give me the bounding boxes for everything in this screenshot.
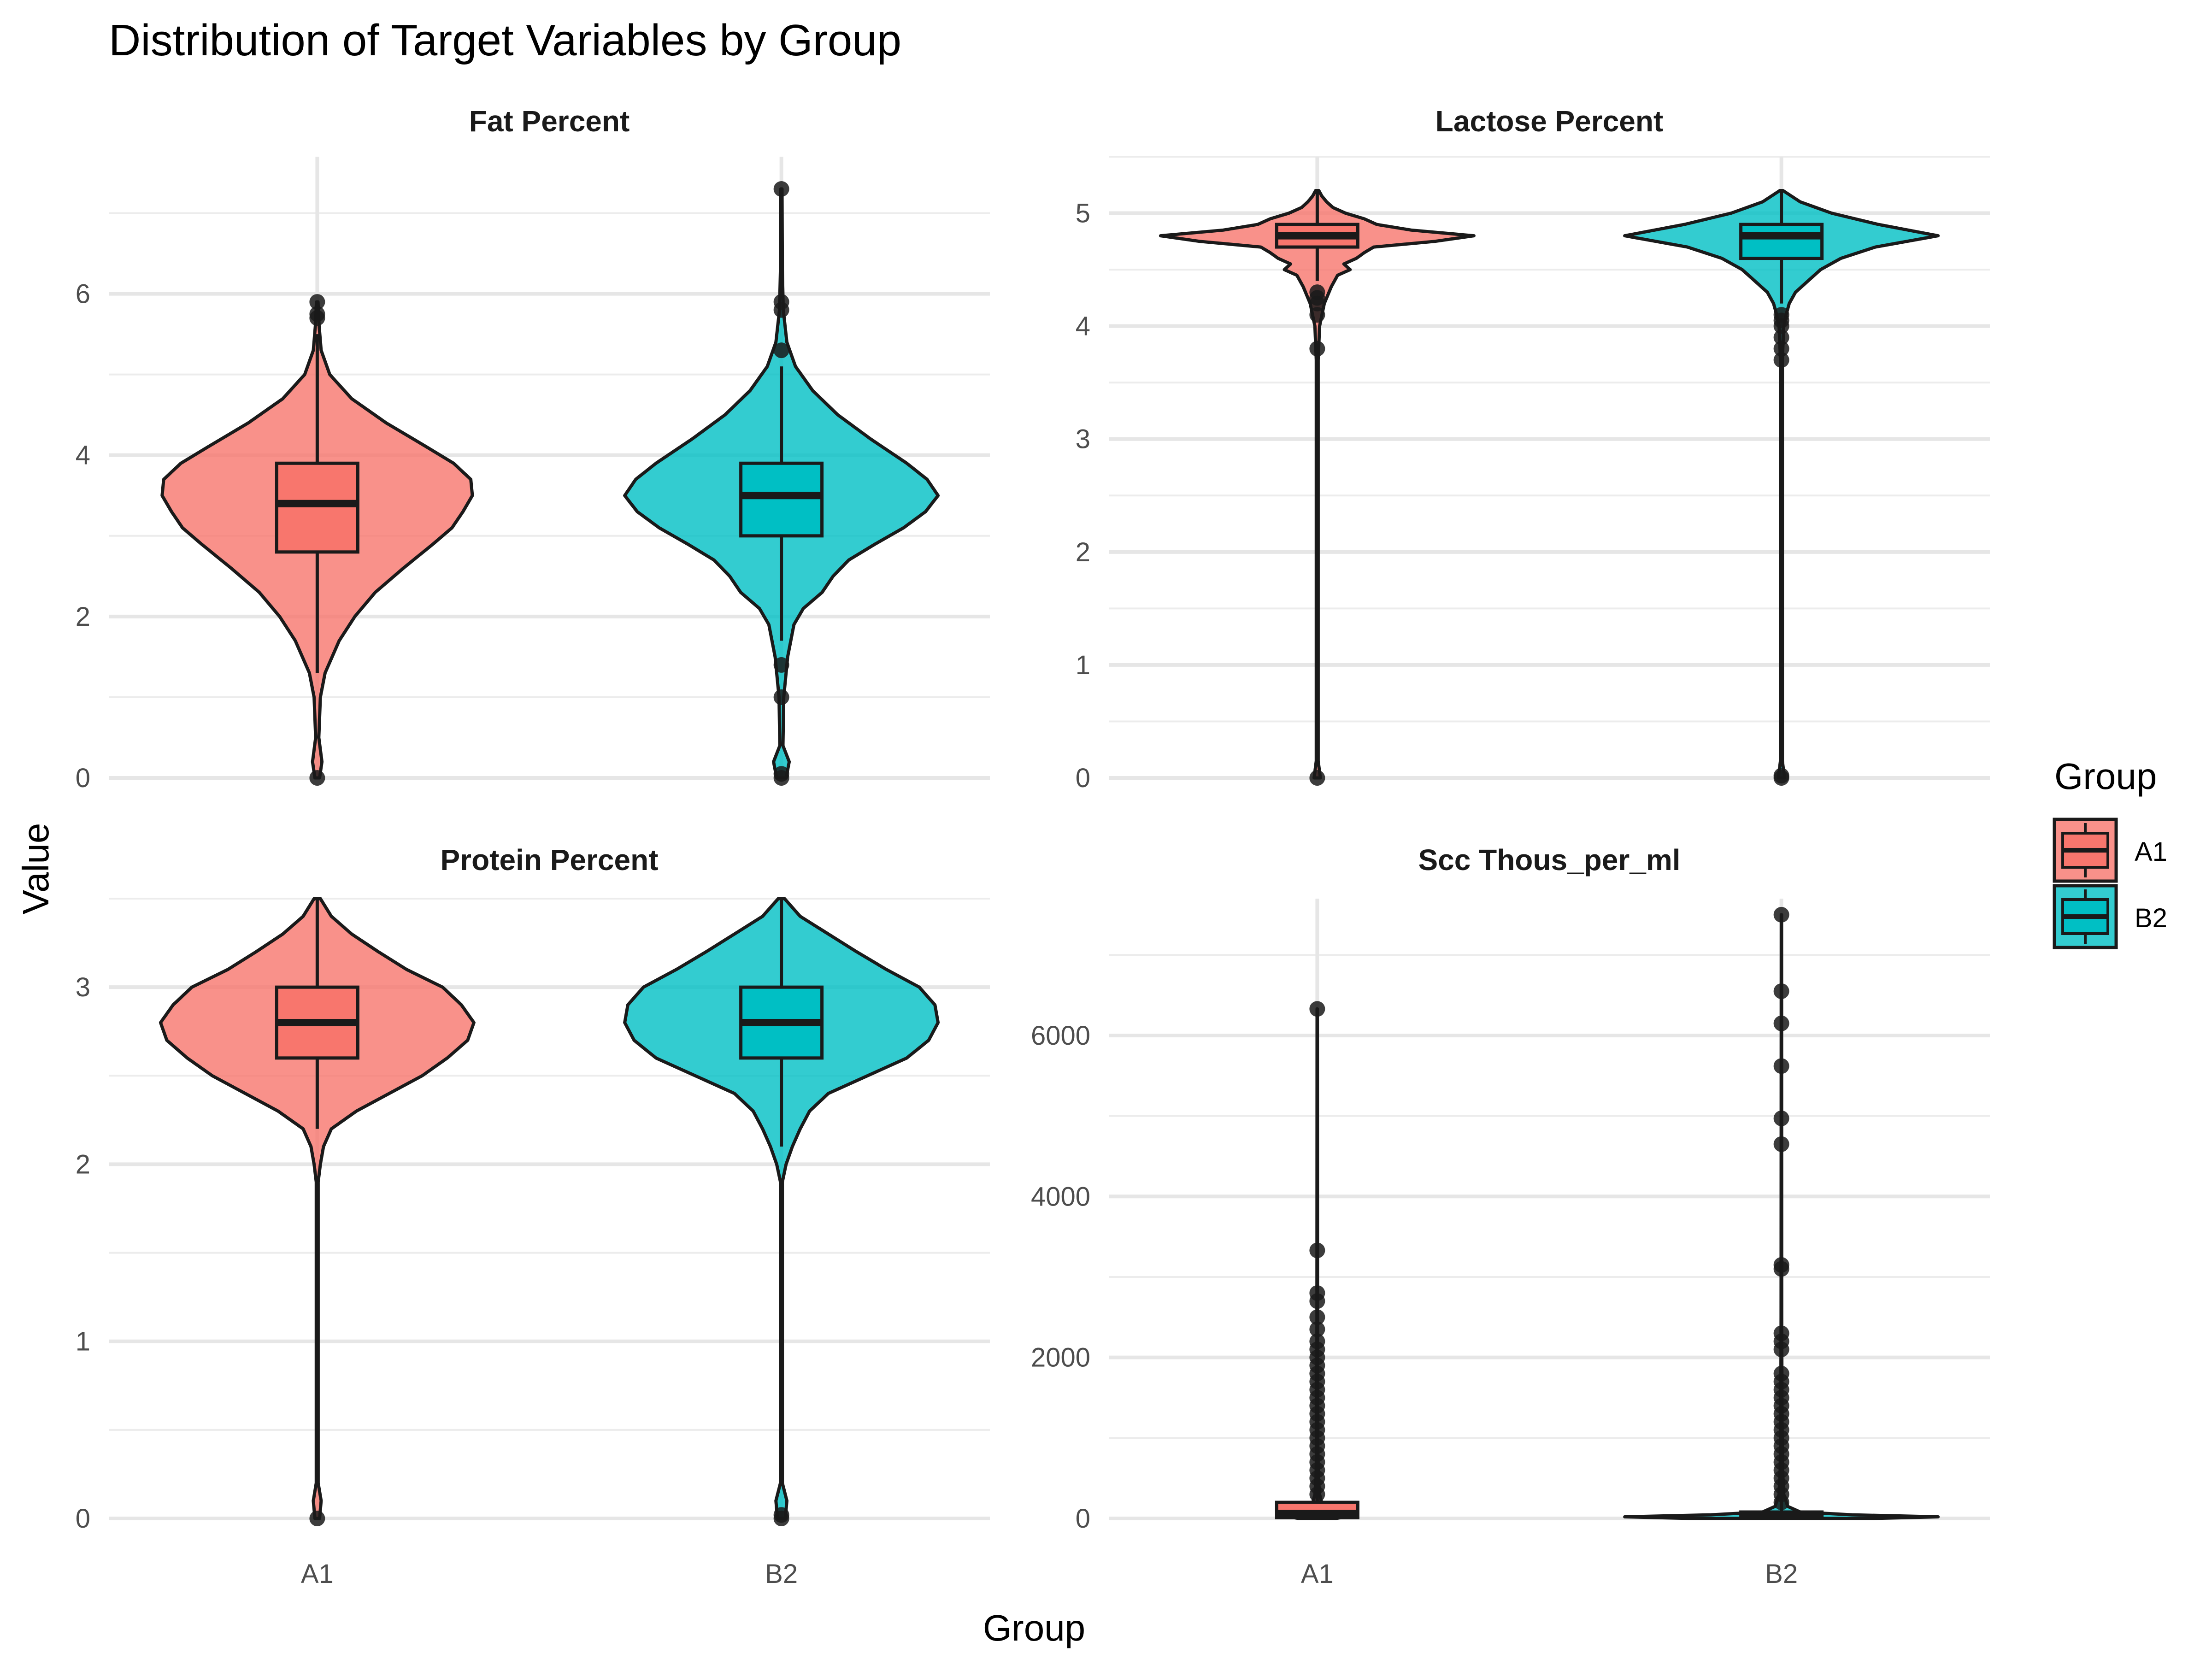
- outlier-point: [1309, 1309, 1325, 1325]
- outlier-point: [773, 181, 789, 197]
- violin-shape: [1159, 189, 1476, 780]
- y-tick-label: 4: [76, 441, 90, 471]
- outlier-point: [773, 766, 789, 782]
- violin-group: [623, 897, 940, 1526]
- outlier-point: [309, 1511, 325, 1526]
- outlier-point: [1773, 1365, 1789, 1382]
- outlier-point: [1309, 1001, 1325, 1017]
- y-tick-label: 3: [1076, 424, 1090, 454]
- violin-shape: [159, 897, 476, 1520]
- x-tick-label: B2: [1765, 1559, 1798, 1589]
- outlier-point: [1773, 341, 1789, 357]
- outlier-point: [1309, 1321, 1325, 1337]
- y-tick-label: 3: [76, 972, 90, 1002]
- outlier-point: [1309, 1242, 1325, 1259]
- outlier-point: [1773, 1257, 1789, 1273]
- chart-title: Distribution of Target Variables by Grou…: [109, 16, 901, 65]
- outlier-point: [1773, 1015, 1789, 1031]
- outlier-point: [1773, 1325, 1789, 1341]
- box-iqr: [739, 461, 824, 538]
- outlier-point: [773, 689, 789, 705]
- facet-title: Lactose Percent: [1435, 105, 1663, 138]
- outlier-point: [1309, 770, 1325, 786]
- outlier-point: [1773, 768, 1789, 784]
- legend-label: A1: [2135, 837, 2167, 867]
- facet-panel: Lactose Percent 0 1 2 3 4 5: [1076, 105, 1990, 793]
- legend: Group A1 B2: [2053, 756, 2167, 949]
- outlier-point: [309, 294, 325, 310]
- violin-group: [623, 181, 940, 786]
- y-axis-title: Value: [15, 823, 56, 915]
- outlier-point: [1773, 307, 1789, 323]
- outlier-point: [1309, 1333, 1325, 1349]
- y-tick-label: 6: [76, 279, 90, 309]
- outlier-point: [1773, 983, 1789, 999]
- y-tick-label: 2: [76, 1149, 90, 1179]
- facet-title: Scc Thous_per_ml: [1418, 843, 1680, 877]
- legend-item: A1: [2053, 818, 2167, 883]
- outlier-point: [773, 1507, 789, 1523]
- outlier-point: [773, 294, 789, 310]
- violin-shape: [623, 897, 940, 1520]
- y-tick-label: 1: [1076, 650, 1090, 680]
- outlier-point: [1309, 1285, 1325, 1301]
- facet-panel: Protein Percent 0 1 2 3 A1 B2: [76, 843, 990, 1589]
- violin-group: [1159, 189, 1476, 786]
- outlier-point: [1773, 906, 1789, 923]
- legend-title: Group: [2054, 756, 2157, 797]
- x-tick-label: B2: [765, 1559, 798, 1589]
- x-tick-label: A1: [1301, 1559, 1334, 1589]
- facet-title: Protein Percent: [440, 843, 658, 877]
- y-tick-label: 6000: [1031, 1021, 1090, 1051]
- violin-group: [159, 897, 476, 1526]
- outlier-point: [1309, 307, 1325, 323]
- facet-panel: Scc Thous_per_ml 0 2000 4000 6000 A1 B2: [1031, 843, 1990, 1589]
- violin-group: [1275, 1001, 1359, 1520]
- y-tick-label: 2000: [1031, 1343, 1090, 1373]
- legend-item: B2: [2053, 884, 2167, 949]
- box-iqr: [275, 461, 359, 554]
- y-tick-label: 0: [76, 763, 90, 793]
- outlier-point: [309, 306, 325, 322]
- outlier-point: [1309, 284, 1325, 300]
- outlier-point: [1773, 1110, 1789, 1126]
- box-iqr: [1739, 223, 1824, 260]
- x-axis-title: Group: [983, 1607, 1085, 1648]
- violin-group: [160, 294, 474, 786]
- y-tick-label: 5: [1076, 199, 1090, 229]
- y-tick-label: 2: [1076, 537, 1090, 567]
- y-tick-label: 0: [1076, 763, 1090, 793]
- outlier-point: [1773, 329, 1789, 346]
- y-tick-label: 0: [1076, 1504, 1090, 1534]
- y-tick-label: 1: [76, 1327, 90, 1357]
- outlier-point: [1773, 1136, 1789, 1152]
- facet-panel: Fat Percent 0 2 4 6: [76, 105, 990, 793]
- outlier-point: [773, 657, 789, 673]
- y-tick-label: 2: [76, 602, 90, 632]
- legend-label: B2: [2135, 903, 2167, 933]
- outlier-point: [309, 770, 325, 786]
- facet-panels: Fat Percent 0 2 4 6 Lactose Percent 0 1 2 3 4 5 Prot…: [76, 105, 1990, 1589]
- outlier-point: [773, 342, 789, 359]
- violin-group: [1623, 189, 1940, 786]
- outlier-point: [1309, 341, 1325, 357]
- x-tick-label: A1: [301, 1559, 334, 1589]
- y-tick-label: 4: [1076, 312, 1090, 341]
- facet-title: Fat Percent: [469, 105, 630, 138]
- y-tick-label: 4000: [1031, 1182, 1090, 1212]
- outlier-point: [1773, 352, 1789, 368]
- outlier-point: [1773, 1058, 1789, 1074]
- y-tick-label: 0: [76, 1504, 90, 1534]
- violin-group: [1623, 906, 1940, 1520]
